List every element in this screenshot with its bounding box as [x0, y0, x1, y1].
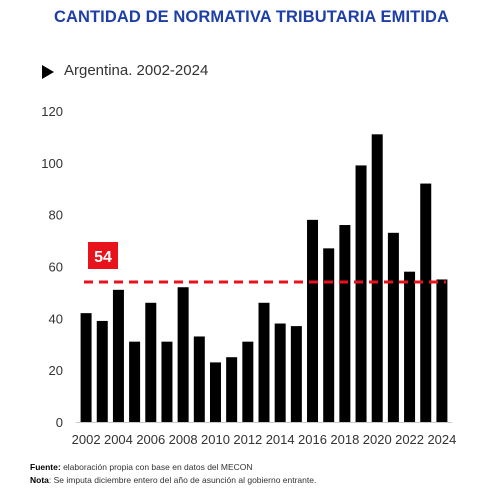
source-text: elaboración propia con base en datos del… [60, 462, 253, 472]
bar-2023 [420, 183, 432, 422]
y-axis: 0 20 40 60 80 100 120 [41, 104, 63, 430]
x-tick-label: 2010 [201, 432, 230, 447]
reference-badge [88, 242, 118, 269]
x-tick-label: 2018 [330, 432, 359, 447]
bar-2017 [323, 248, 335, 422]
footnotes: Fuente: elaboración propia con base en d… [30, 461, 316, 487]
bar-2024 [436, 279, 448, 422]
x-tick-label: 2024 [427, 432, 456, 447]
bar-2009 [193, 336, 205, 422]
x-tick-label: 2020 [363, 432, 392, 447]
y-tick-label: 20 [49, 363, 63, 378]
bar-2002 [80, 313, 92, 422]
play-arrow-icon [42, 65, 54, 79]
note-text: : Se imputa diciembre entero del año de … [48, 475, 317, 485]
bar-2012 [242, 341, 254, 422]
bar-2007 [161, 341, 173, 422]
bar-2004 [112, 289, 124, 422]
y-tick-label: 80 [49, 208, 63, 223]
bar-2011 [226, 357, 238, 422]
y-tick-label: 100 [41, 156, 63, 171]
bar-2005 [129, 341, 141, 422]
bar-2018 [339, 225, 351, 422]
note: Nota: Se imputa diciembre entero del año… [30, 474, 316, 487]
x-tick-label: 2012 [233, 432, 262, 447]
x-tick-label: 2022 [395, 432, 424, 447]
reference-label: 54 [94, 249, 112, 266]
bar-2014 [274, 323, 286, 422]
bar-2016 [307, 219, 319, 422]
bars [80, 134, 448, 423]
bar-2006 [145, 302, 157, 422]
x-tick-label: 2006 [136, 432, 165, 447]
bar-2013 [258, 302, 270, 422]
bar-2003 [96, 320, 108, 422]
reference-line-group: 54 [84, 242, 446, 284]
bar-2020 [371, 134, 383, 422]
source-note: Fuente: elaboración propia con base en d… [30, 461, 316, 474]
bar-2010 [209, 362, 221, 422]
bar-2015 [290, 326, 302, 422]
chart-title: CANTIDAD DE NORMATIVA TRIBUTARIA EMITIDA [53, 8, 450, 26]
y-tick-label: 0 [56, 415, 63, 430]
x-tick-label: 2016 [298, 432, 327, 447]
x-tick-label: 2014 [266, 432, 295, 447]
y-tick-label: 40 [49, 311, 63, 326]
bar-2008 [177, 287, 189, 422]
y-tick-label: 60 [49, 260, 63, 275]
note-label: Nota [30, 475, 49, 485]
x-tick-label: 2002 [72, 432, 101, 447]
x-axis: 2002 2004 2006 2008 2010 2012 2014 2016 2018 2020… [72, 432, 457, 447]
bar-2021 [387, 232, 399, 422]
x-tick-label: 2008 [169, 432, 198, 447]
source-label: Fuente: [30, 462, 61, 472]
bar-2019 [355, 165, 367, 423]
chart-subtitle: Argentina. 2002-2024 [64, 62, 209, 79]
bar-2022 [404, 271, 416, 422]
y-tick-label: 120 [41, 104, 63, 119]
x-tick-label: 2004 [104, 432, 133, 447]
